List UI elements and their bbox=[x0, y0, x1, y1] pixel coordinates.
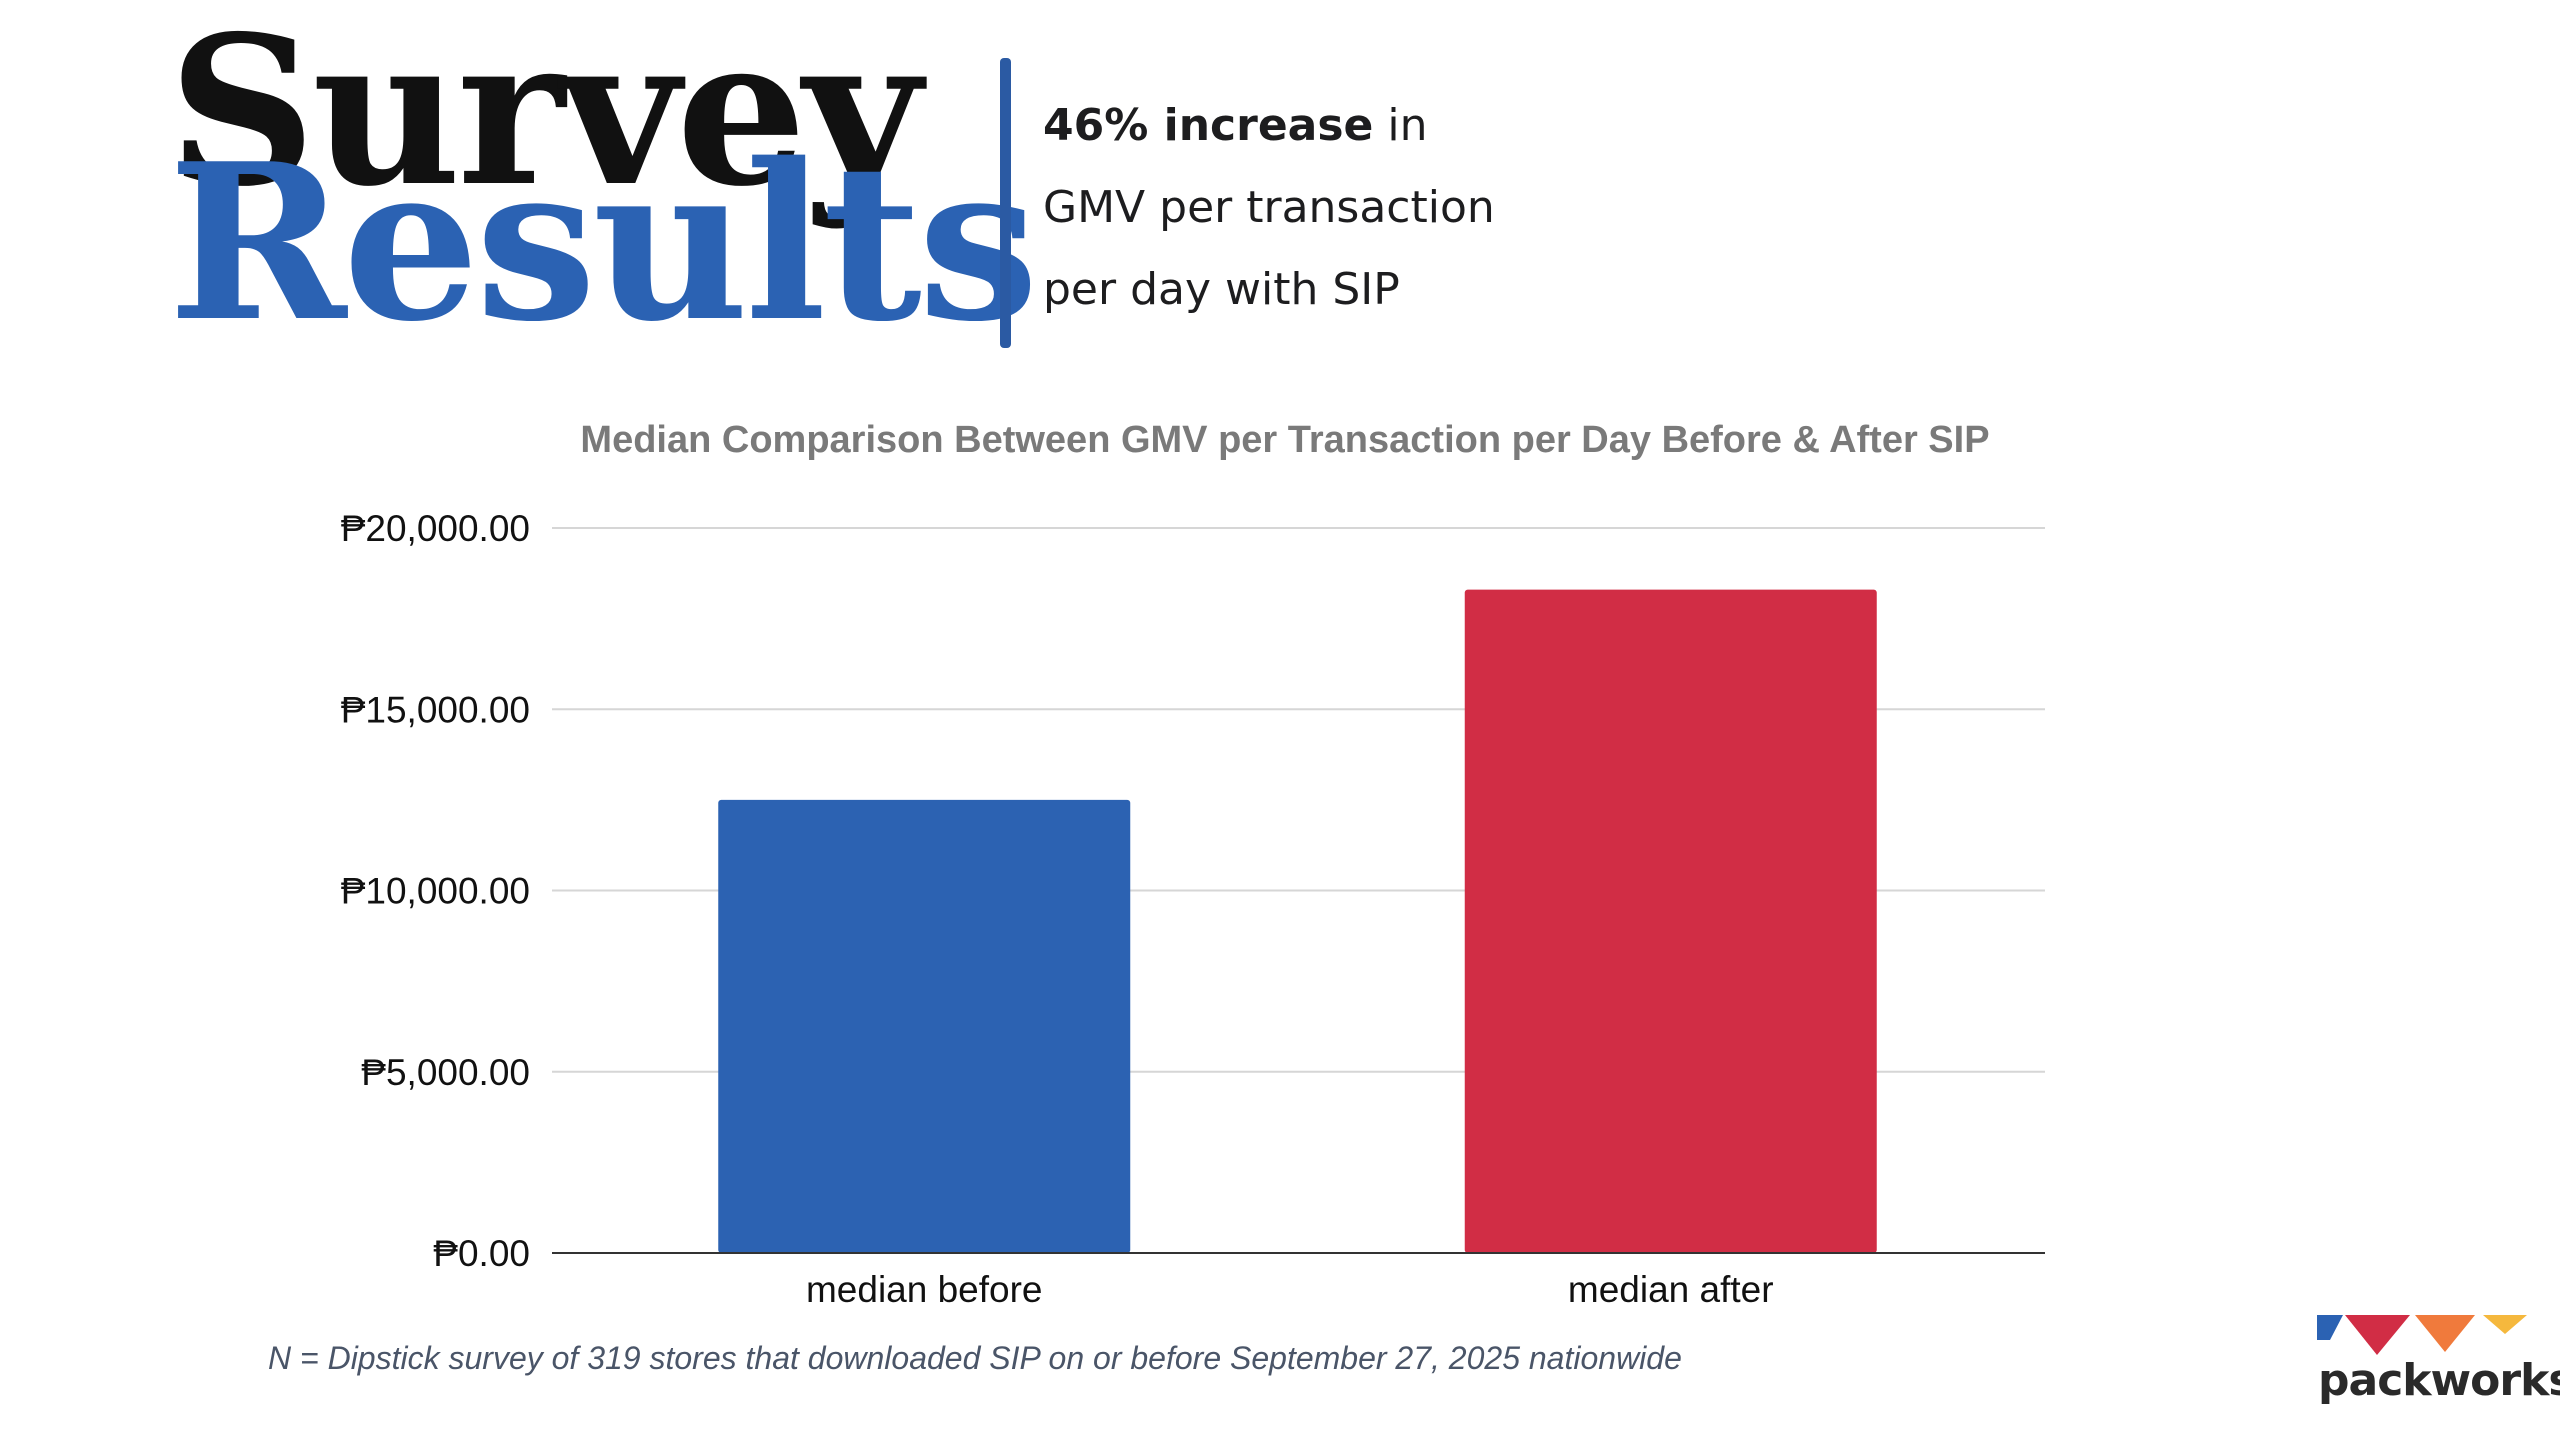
y-tick-label: ₱10,000.00 bbox=[341, 871, 530, 912]
stat-line-1: 46% increase in bbox=[1043, 100, 1428, 151]
logo-mark-blue bbox=[2317, 1315, 2343, 1340]
chart-title: Median Comparison Between GMV per Transa… bbox=[580, 419, 1989, 461]
stat-highlight: 46% increase bbox=[1043, 100, 1374, 151]
x-category-label: median before bbox=[806, 1269, 1043, 1310]
title-survey: Survey bbox=[168, 0, 922, 232]
title-results: Results bbox=[168, 116, 1039, 369]
stat-line-2: GMV per transaction bbox=[1043, 182, 1495, 233]
logo-wordmark: packworks bbox=[2318, 1355, 2560, 1406]
stat-line-3: per day with SIP bbox=[1043, 264, 1400, 315]
y-tick-label: ₱0.00 bbox=[433, 1233, 530, 1274]
logo-mark-yellow bbox=[2483, 1315, 2527, 1334]
y-tick-label: ₱20,000.00 bbox=[341, 508, 530, 549]
packworks-logo bbox=[2317, 1315, 2527, 1355]
y-tick-label: ₱5,000.00 bbox=[361, 1052, 530, 1093]
logo-mark-orange bbox=[2415, 1315, 2475, 1352]
y-tick-label: ₱15,000.00 bbox=[341, 689, 530, 730]
x-category-label: median after bbox=[1568, 1269, 1774, 1310]
stat-line-1-rest: in bbox=[1373, 100, 1428, 151]
logo-mark-red bbox=[2345, 1315, 2410, 1355]
footnote: N = Dipstick survey of 319 stores that d… bbox=[268, 1340, 1682, 1376]
bar-median-after bbox=[1464, 589, 1877, 1253]
bar-median-before bbox=[718, 799, 1131, 1253]
vertical-divider bbox=[1000, 58, 1011, 348]
